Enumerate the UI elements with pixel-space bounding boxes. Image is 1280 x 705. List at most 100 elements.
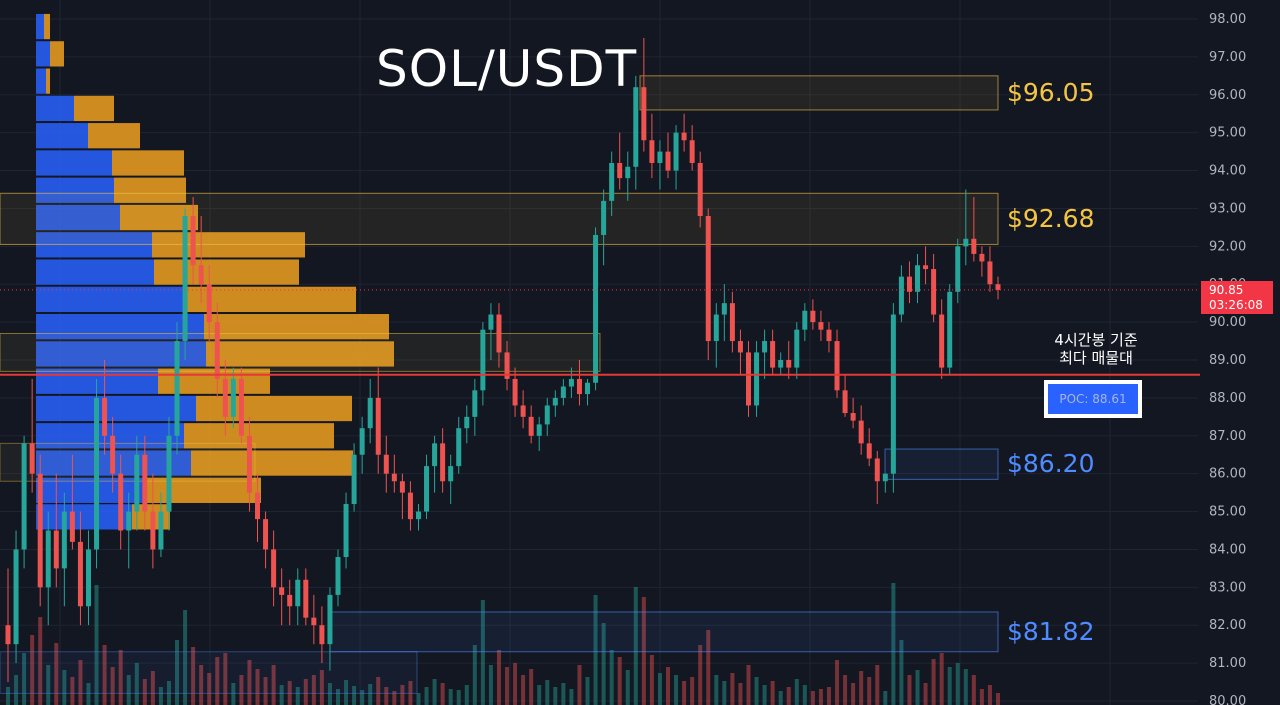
y-tick-label: 84.00 <box>1209 542 1246 557</box>
volume-bar <box>94 585 99 705</box>
candle-body <box>568 378 574 387</box>
profile-buy-bar <box>36 259 154 285</box>
candle-body <box>287 594 293 607</box>
candle-body <box>689 140 695 163</box>
candle-body <box>850 413 856 421</box>
candle-body <box>882 473 888 482</box>
profile-sell-bar <box>144 477 261 503</box>
candle-body <box>118 473 124 531</box>
volume-bar <box>754 677 759 705</box>
volume-bar <box>231 683 236 705</box>
candle-body <box>279 587 285 595</box>
candle-body <box>383 454 389 474</box>
candle-body <box>585 382 591 395</box>
candle-body <box>190 216 196 266</box>
volume-bar <box>360 690 365 705</box>
volume-bar <box>818 689 823 705</box>
candle-body <box>488 314 494 330</box>
volume-bar <box>875 665 880 705</box>
volume-bar <box>561 683 566 705</box>
candle-body <box>987 261 993 285</box>
y-tick-label: 88.00 <box>1209 391 1246 406</box>
profile-sell-bar <box>44 13 50 40</box>
poc-annotation-line2: 최다 매물대 <box>1059 349 1133 367</box>
volume-bar <box>706 630 711 705</box>
volume-bar <box>456 690 461 705</box>
volume-bar <box>521 675 526 705</box>
volume-bar <box>939 653 944 705</box>
candle-body <box>238 378 244 436</box>
candle-body <box>110 435 116 474</box>
candle-body <box>5 625 11 645</box>
candle-body <box>222 378 228 417</box>
zone-box-left-3 <box>0 651 418 694</box>
y-tick-label: 89.00 <box>1209 353 1246 368</box>
candle-body <box>359 428 365 455</box>
volume-bar <box>384 687 389 705</box>
candle-body <box>45 530 51 588</box>
volume-bar <box>513 663 518 705</box>
volume-bar <box>963 669 968 705</box>
volume-bar <box>649 655 654 705</box>
candle-body <box>407 492 413 520</box>
volume-bar <box>416 693 421 705</box>
volume-bar <box>110 667 115 705</box>
candle-body <box>512 378 518 406</box>
profile-sell-bar <box>206 341 394 367</box>
candle-body <box>955 246 961 292</box>
candle-body <box>520 405 526 417</box>
y-tick-label: 96.00 <box>1209 88 1246 103</box>
candle-body <box>504 352 510 379</box>
volume-bar <box>722 681 727 705</box>
y-tick-label: 98.00 <box>1209 12 1246 27</box>
volume-bar <box>480 600 485 705</box>
candle-body <box>762 341 768 353</box>
volume-bar <box>448 689 453 705</box>
candle-body <box>319 625 325 645</box>
volume-bar <box>142 679 147 705</box>
y-tick-label: 81.00 <box>1209 656 1246 671</box>
volume-bar <box>641 597 646 705</box>
candle-body <box>77 541 83 607</box>
volume-bar <box>408 681 413 705</box>
volume-bar <box>794 679 799 705</box>
candle-body <box>633 87 639 167</box>
profile-sell-bar <box>88 123 140 149</box>
candle-body <box>593 234 599 383</box>
volume-bar <box>617 657 622 705</box>
candle-body <box>150 511 156 550</box>
profile-sell-bar <box>50 41 64 67</box>
candle-body <box>343 503 349 558</box>
candle-body <box>391 473 397 482</box>
candle-body <box>649 140 655 163</box>
volume-bar <box>271 665 276 705</box>
y-tick-label: 83.00 <box>1209 580 1246 595</box>
volume-bar <box>577 665 582 705</box>
volume-bar <box>344 680 349 705</box>
zone-boxes <box>0 75 999 694</box>
candle-body <box>617 162 623 179</box>
candle-body <box>126 511 132 531</box>
profile-buy-bar <box>36 477 144 503</box>
last-price-value: 90.85 <box>1209 283 1244 297</box>
volume-bar <box>843 675 848 705</box>
volume-bar <box>826 687 831 705</box>
volume-bar <box>666 667 670 705</box>
volume-bar <box>368 684 373 705</box>
candle-body <box>576 378 582 395</box>
candle-body <box>263 519 269 550</box>
volume-bar <box>682 681 687 705</box>
candle-body <box>367 397 373 429</box>
zone-box <box>884 448 999 480</box>
candle-body <box>673 132 679 171</box>
volume-bar <box>6 687 10 705</box>
profile-buy-bar <box>36 13 44 40</box>
candle-body <box>737 341 743 353</box>
volume-bar <box>802 685 807 705</box>
volume-bar <box>400 685 405 705</box>
volume-bar <box>593 595 598 705</box>
volume-bar <box>738 683 743 705</box>
volume-bar <box>505 667 510 705</box>
volume-bar <box>609 650 614 705</box>
